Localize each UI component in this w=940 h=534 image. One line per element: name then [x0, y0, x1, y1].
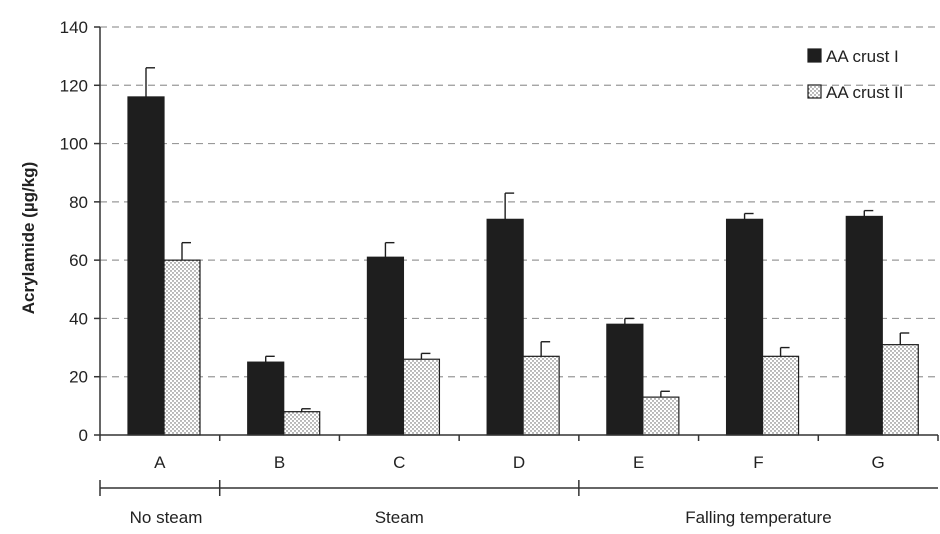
legend-swatch: [807, 84, 822, 99]
bar-aa-crust-ii-B: [283, 411, 321, 436]
x-tick-label: C: [393, 453, 405, 472]
bars: [127, 67, 919, 436]
group-label: Steam: [375, 508, 424, 527]
x-tick-label: G: [872, 453, 885, 472]
bar-aa-crust-i-E: [606, 323, 644, 436]
y-tick-label: 60: [69, 251, 88, 270]
bar-aa-crust-i-G: [845, 215, 883, 436]
y-tick-label: 140: [60, 18, 88, 37]
bar-aa-crust-ii-G: [881, 344, 919, 436]
bar-aa-crust-ii-F: [761, 355, 800, 436]
category-groups: No steam Steam Falling temperature: [99, 480, 938, 527]
bar-aa-crust-i-C: [366, 256, 405, 436]
y-axis-title: Acrylamide (µg/kg): [19, 162, 38, 314]
legend-swatch: [807, 48, 822, 63]
y-tick-label: 100: [60, 135, 88, 154]
bar-aa-crust-i-A: [127, 96, 165, 436]
bar-aa-crust-ii-A: [163, 259, 201, 436]
bar-aa-crust-ii-D: [522, 355, 560, 436]
bar-aa-crust-i-D: [486, 218, 524, 436]
bar-aa-crust-i-B: [247, 361, 285, 436]
axes: [94, 26, 939, 441]
group-label: Falling temperature: [685, 508, 831, 527]
x-tick-label: E: [633, 453, 644, 472]
x-tick-label: F: [753, 453, 763, 472]
tick-labels: 0 20 40 60 80 100 120 140 A B C D E F G: [60, 18, 885, 472]
y-tick-label: 20: [69, 368, 88, 387]
legend-label: AA crust I: [826, 47, 899, 66]
x-tick-label: A: [154, 453, 166, 472]
bar-aa-crust-ii-E: [642, 396, 680, 436]
group-label: No steam: [130, 508, 203, 527]
x-tick-label: B: [274, 453, 285, 472]
legend: AA crust I AA crust II: [807, 47, 903, 102]
y-tick-label: 120: [60, 76, 88, 95]
y-tick-label: 0: [79, 426, 88, 445]
legend-label: AA crust II: [826, 83, 903, 102]
bar-aa-crust-ii-C: [402, 358, 441, 436]
y-tick-label: 40: [69, 309, 88, 328]
x-tick-label: D: [513, 453, 525, 472]
y-tick-label: 80: [69, 193, 88, 212]
bar-aa-crust-i-F: [725, 218, 764, 436]
